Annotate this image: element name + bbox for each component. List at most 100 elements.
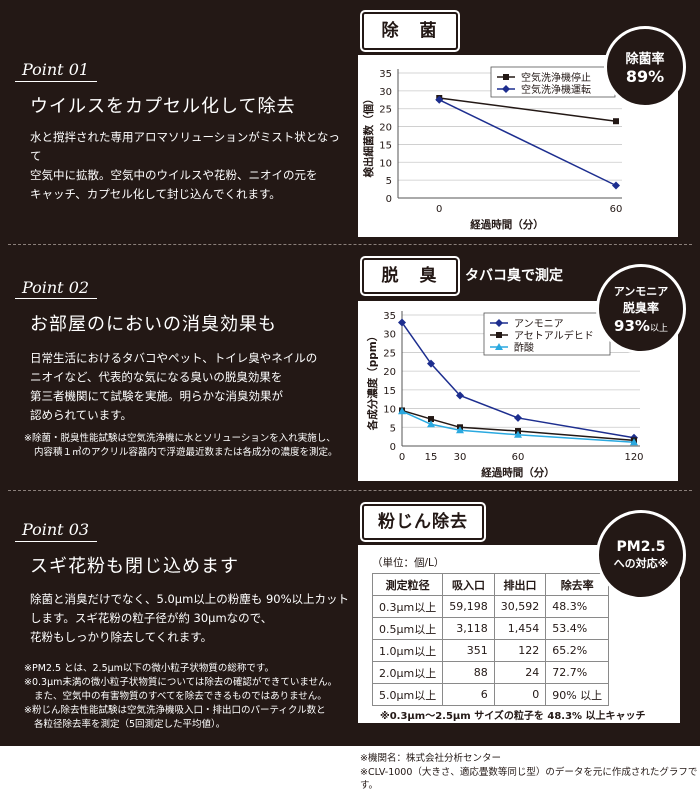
y-axis-label: 各成分濃度（ppm） xyxy=(366,331,379,431)
badge-line: アンモニア xyxy=(613,285,669,298)
table-unit: （単位：個/L） xyxy=(372,557,445,569)
series-line xyxy=(438,99,617,187)
data-point xyxy=(503,74,509,80)
data-point xyxy=(514,430,522,438)
table-cell: 0.5μm以上 xyxy=(371,617,444,640)
data-point xyxy=(398,407,406,415)
point-03-label: Point 03 xyxy=(22,520,90,539)
table-cell: 5.0μm以上 xyxy=(371,683,444,706)
body-line: 認められています。 xyxy=(30,408,133,422)
note-line: 内容積１㎥のアクリル容器内で浮遊最近数または各成分の濃度を測定。 xyxy=(34,447,338,458)
section-2-heading: お部屋のにおいの消臭効果も xyxy=(30,314,277,335)
x-tick-label: 30 xyxy=(454,452,467,463)
data-point xyxy=(502,85,510,93)
y-tick-label: 5 xyxy=(390,423,396,434)
table-cell: 6 xyxy=(442,683,495,706)
y-tick-label: 20 xyxy=(383,367,396,378)
table-header: 排出口 xyxy=(493,573,547,596)
badge-value: 93% xyxy=(614,317,650,335)
data-point xyxy=(456,426,464,434)
y-tick-label: 35 xyxy=(383,311,396,322)
table-cell: 351 xyxy=(442,639,495,662)
table-cell: 72.7% xyxy=(545,661,610,684)
tag-jokin: 除 菌 xyxy=(362,12,458,50)
y-tick-label: 5 xyxy=(386,176,392,187)
point-01-label: Point 01 xyxy=(22,60,90,79)
x-tick-label: 15 xyxy=(425,452,438,463)
legend-label: 空気洗浄機停止 xyxy=(521,71,591,84)
badge-pm25: PM2.5 への対応※ xyxy=(596,510,686,600)
body-line: 空気中に拡散。空気中のウイルスや花粉、ニオイの元を xyxy=(30,168,318,182)
table-cell: 30,592 xyxy=(493,595,547,618)
footer-note-2: ※CLV-1000（大きさ、適応畳数等同じ型）のデータを元に作成されたグラフです… xyxy=(360,767,698,791)
table-header-row: 測定粒径 吸入口 排出口 除去率 xyxy=(371,573,610,596)
table-cell: 1,454 xyxy=(493,617,547,640)
chart-2-svg: 0 5 10 15 20 25 30 35 0 15 30 60 120 経過時間（分） 各成分濃度（ppm… xyxy=(366,311,644,479)
badge-line: 脱臭率 xyxy=(622,301,659,315)
point-underline xyxy=(15,298,97,299)
body-line: 水と撹拌された専用アロマソリューションがミスト状となって xyxy=(30,130,340,163)
data-point xyxy=(612,181,620,190)
body-line: ニオイなど、代表的な気になる臭いの脱臭効果を xyxy=(30,370,283,384)
body-line: 第三者機関にて試験を実施。明らかな消臭効果が xyxy=(30,389,283,403)
tag-dasshu: 脱 臭 xyxy=(362,258,458,294)
x-tick-label: 0 xyxy=(399,452,405,463)
table-row: 0.3μm以上 59,198 30,592 48.3% xyxy=(371,595,610,618)
badge-line: への対応※ xyxy=(613,557,669,570)
divider xyxy=(8,490,692,491)
data-point xyxy=(495,319,503,327)
table-cell: 53.4% xyxy=(545,617,610,640)
data-point xyxy=(495,343,503,350)
y-tick-label: 0 xyxy=(386,194,392,205)
x-axis-label: 経過時間（分） xyxy=(470,218,544,231)
badge-value: 89% xyxy=(625,67,665,86)
section-3-notes: ※PM2.5 とは、2.5μm以下の微小粒子状物質の総称です。 ※0.3μm未満… xyxy=(24,662,354,732)
badge-line: 除菌率 xyxy=(625,52,665,67)
data-point xyxy=(427,420,435,428)
data-point xyxy=(435,95,444,104)
chart-1-svg: 0 5 10 15 20 25 30 35 0 60 経過時間（分） 検出細菌数（個） 空気洗浄機停止空… xyxy=(362,66,622,231)
y-tick-label: 30 xyxy=(383,330,396,341)
table-row: 5.0μm以上 6 0 90% 以上 xyxy=(371,683,610,706)
data-point xyxy=(630,438,638,446)
badge-ammonia-rate: アンモニア 脱臭率 93%以上 xyxy=(596,264,686,354)
table-cell: 24 xyxy=(493,661,547,684)
y-tick-label: 15 xyxy=(383,386,396,397)
data-point xyxy=(456,391,464,400)
legend-label: アンモニア xyxy=(514,319,564,330)
data-point xyxy=(428,416,434,423)
body-line: します。スギ花粉の粒子径が約 30μmなので、 xyxy=(30,611,273,625)
table-cell: 88 xyxy=(442,661,495,684)
y-tick-label: 20 xyxy=(379,123,392,134)
note-line: ※粉じん除去性能試験は空気洗浄機吸入口・排出口のパーティクル数と xyxy=(24,705,326,716)
legend-box xyxy=(490,66,616,98)
section-3-heading: スギ花粉も閉じ込めます xyxy=(30,556,239,577)
y-tick-label: 10 xyxy=(379,158,392,169)
table-cell: 59,198 xyxy=(442,595,495,618)
series-line xyxy=(439,97,617,122)
table-cell: 0 xyxy=(493,683,547,706)
table-cell: 2.0μm以上 xyxy=(371,661,444,684)
body-line: キャッチ、カプセル化して封じ込んでくれます。 xyxy=(30,187,281,201)
section-1-heading: ウイルスをカプセル化して除去 xyxy=(30,96,296,117)
legend-box xyxy=(483,312,611,356)
legend-label: アセトアルデヒド xyxy=(514,329,594,342)
y-tick-label: 0 xyxy=(390,442,396,453)
table-header: 吸入口 xyxy=(442,573,495,596)
table-row: 0.5μm以上 3,118 1,454 53.4% xyxy=(371,617,610,640)
note-line: また、空気中の有害物質のすべてを除去できるものではありません。 xyxy=(34,691,327,702)
data-point xyxy=(514,413,522,422)
table-cell: 1.0μm以上 xyxy=(371,639,444,662)
tag-subtitle: タバコ臭で測定 xyxy=(465,268,563,284)
y-axis-label: 検出細菌数（個） xyxy=(362,94,375,178)
table-cell: 65.2% xyxy=(545,639,610,662)
badge-suffix: 以上 xyxy=(649,324,668,334)
data-point xyxy=(398,318,406,327)
table-row: 1.0μm以上 351 122 65.2% xyxy=(371,639,610,662)
divider xyxy=(8,244,692,245)
x-tick-label: 120 xyxy=(624,452,643,463)
note-line: ※0.3μm未満の微小粒子状物質については除去の確認ができていません。 xyxy=(24,677,338,688)
table-cell: 3,118 xyxy=(442,617,495,640)
point-underline xyxy=(15,81,97,82)
